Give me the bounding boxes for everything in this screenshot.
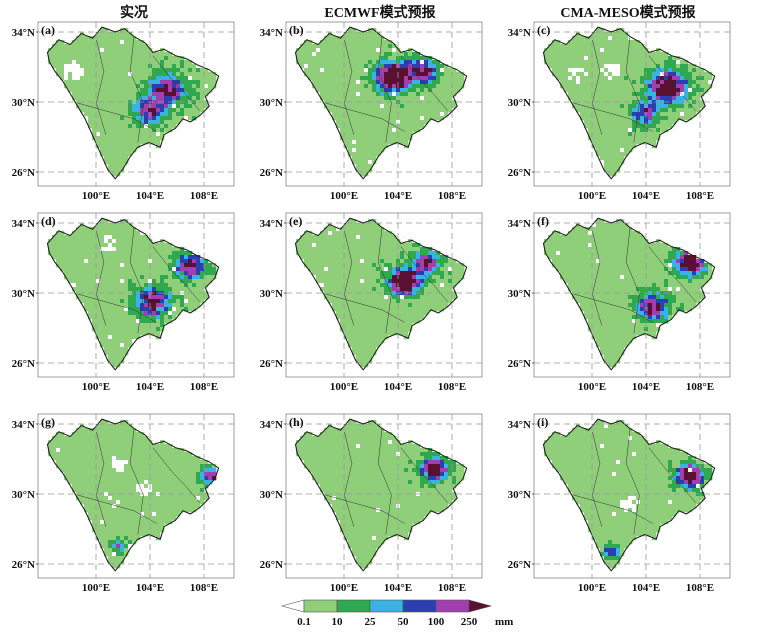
panel-label-g: (g): [41, 415, 55, 429]
lon-tick-label: 100°E: [330, 190, 358, 202]
map-svg-f: 34°N 30°N 26°N 100°E 104°E 108°E (f): [496, 209, 736, 401]
colorbar-label: 100: [428, 616, 445, 628]
lon-tick-label: 108°E: [438, 582, 466, 594]
map-svg-b: 34°N 30°N 26°N 100°E 104°E 108°E (b): [248, 18, 488, 210]
panel-label-f: (f): [537, 214, 549, 228]
lon-tick-label: 108°E: [190, 381, 218, 393]
lat-tick-label: 26°N: [508, 559, 531, 571]
panel-label-b: (b): [289, 23, 304, 37]
lon-tick-label: 100°E: [82, 190, 110, 202]
precipitation-colorbar: 0.1 10 25 50 100 250 mm: [270, 596, 530, 637]
lat-tick-label: 34°N: [12, 419, 35, 431]
lat-tick-label: 30°N: [260, 97, 283, 109]
lon-tick-label: 104°E: [384, 190, 412, 202]
lon-tick-label: 108°E: [438, 381, 466, 393]
lat-tick-label: 26°N: [260, 559, 283, 571]
lat-tick-label: 26°N: [12, 167, 35, 179]
lon-tick-label: 104°E: [136, 190, 164, 202]
lon-tick-label: 108°E: [190, 582, 218, 594]
lat-tick-label: 34°N: [12, 27, 35, 39]
lon-tick-label: 104°E: [136, 582, 164, 594]
colorbar-segment: [304, 600, 337, 612]
lon-tick-label: 100°E: [330, 381, 358, 393]
lon-tick-label: 104°E: [632, 190, 660, 202]
colorbar-segment: [436, 600, 469, 612]
colorbar-segment: [370, 600, 403, 612]
colorbar-label: 0.1: [297, 616, 311, 628]
colorbar-unit: mm: [495, 616, 513, 628]
lat-tick-label: 30°N: [12, 288, 35, 300]
lon-tick-label: 100°E: [82, 582, 110, 594]
panel-label-i: (i): [537, 415, 548, 429]
lat-tick-label: 34°N: [508, 218, 531, 230]
lon-tick-label: 104°E: [136, 381, 164, 393]
lat-tick-label: 26°N: [260, 167, 283, 179]
map-panel-c: 34°N 30°N 26°N 100°E 104°E 108°E (c): [496, 18, 736, 210]
panel-label-a: (a): [41, 23, 55, 37]
map-panel-b: 34°N 30°N 26°N 100°E 104°E 108°E (b): [248, 18, 488, 210]
lon-tick-label: 104°E: [384, 582, 412, 594]
lat-tick-label: 26°N: [508, 358, 531, 370]
map-panel-f: 34°N 30°N 26°N 100°E 104°E 108°E (f): [496, 209, 736, 401]
lon-tick-label: 108°E: [438, 190, 466, 202]
colorbar-segment: [337, 600, 370, 612]
map-svg-a: 34°N 30°N 26°N 100°E 104°E 108°E (a): [0, 18, 240, 210]
lon-tick-label: 100°E: [578, 582, 606, 594]
colorbar-label: 50: [398, 616, 410, 628]
map-svg-i: 34°N 30°N 26°N 100°E 104°E 108°E (i): [496, 410, 736, 602]
lat-tick-label: 34°N: [508, 27, 531, 39]
lat-tick-label: 34°N: [508, 419, 531, 431]
lat-tick-label: 30°N: [12, 489, 35, 501]
lon-tick-label: 108°E: [686, 582, 714, 594]
panel-label-c: (c): [537, 23, 550, 37]
panel-label-h: (h): [289, 415, 304, 429]
map-panel-e: 34°N 30°N 26°N 100°E 104°E 108°E (e): [248, 209, 488, 401]
panel-label-e: (e): [289, 214, 302, 228]
lon-tick-label: 100°E: [330, 582, 358, 594]
lat-tick-label: 26°N: [12, 559, 35, 571]
lat-tick-label: 30°N: [508, 489, 531, 501]
lon-tick-label: 100°E: [578, 190, 606, 202]
lat-tick-label: 30°N: [12, 97, 35, 109]
map-panel-h: 34°N 30°N 26°N 100°E 104°E 108°E (h): [248, 410, 488, 602]
lat-tick-label: 26°N: [12, 358, 35, 370]
lon-tick-label: 108°E: [190, 190, 218, 202]
lon-tick-label: 108°E: [686, 190, 714, 202]
panel-label-d: (d): [41, 214, 56, 228]
colorbar-label: 250: [461, 616, 478, 628]
colorbar-segment: [403, 600, 436, 612]
lat-tick-label: 30°N: [260, 288, 283, 300]
lat-tick-label: 26°N: [260, 358, 283, 370]
lat-tick-label: 30°N: [260, 489, 283, 501]
map-svg-g: 34°N 30°N 26°N 100°E 104°E 108°E (g): [0, 410, 240, 602]
lon-tick-label: 100°E: [578, 381, 606, 393]
lat-tick-label: 34°N: [260, 27, 283, 39]
map-svg-c: 34°N 30°N 26°N 100°E 104°E 108°E (c): [496, 18, 736, 210]
lat-tick-label: 26°N: [508, 167, 531, 179]
lat-tick-label: 30°N: [508, 288, 531, 300]
map-svg-e: 34°N 30°N 26°N 100°E 104°E 108°E (e): [248, 209, 488, 401]
lon-tick-label: 104°E: [384, 381, 412, 393]
map-svg-d: 34°N 30°N 26°N 100°E 104°E 108°E (d): [0, 209, 240, 401]
map-svg-h: 34°N 30°N 26°N 100°E 104°E 108°E (h): [248, 410, 488, 602]
colorbar-label: 10: [332, 616, 344, 628]
map-panel-a: 34°N 30°N 26°N 100°E 104°E 108°E (a): [0, 18, 240, 210]
lat-tick-label: 34°N: [260, 218, 283, 230]
lon-tick-label: 104°E: [632, 582, 660, 594]
map-panel-i: 34°N 30°N 26°N 100°E 104°E 108°E (i): [496, 410, 736, 602]
map-panel-g: 34°N 30°N 26°N 100°E 104°E 108°E (g): [0, 410, 240, 602]
colorbar-arrow-low: [282, 600, 304, 612]
lon-tick-label: 108°E: [686, 381, 714, 393]
lat-tick-label: 30°N: [508, 97, 531, 109]
lon-tick-label: 100°E: [82, 381, 110, 393]
lat-tick-label: 34°N: [260, 419, 283, 431]
lat-tick-label: 34°N: [12, 218, 35, 230]
map-panel-d: 34°N 30°N 26°N 100°E 104°E 108°E (d): [0, 209, 240, 401]
colorbar-label: 25: [365, 616, 377, 628]
lon-tick-label: 104°E: [632, 381, 660, 393]
colorbar-arrow-high: [469, 600, 491, 612]
